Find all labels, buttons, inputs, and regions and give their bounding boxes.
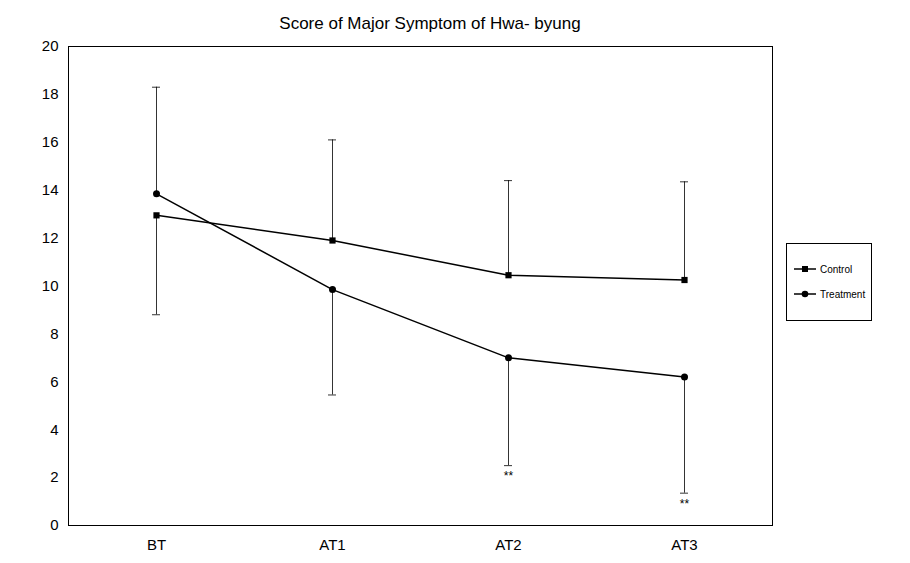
svg-text:16: 16 xyxy=(42,133,59,150)
svg-text:AT3: AT3 xyxy=(671,536,697,553)
svg-text:0: 0 xyxy=(50,516,58,533)
svg-text:BT: BT xyxy=(147,536,166,553)
svg-text:AT2: AT2 xyxy=(495,536,521,553)
svg-text:AT1: AT1 xyxy=(319,536,345,553)
svg-text:**: ** xyxy=(504,469,514,483)
svg-text:20: 20 xyxy=(42,40,59,54)
html-text:Control: Control xyxy=(820,263,853,275)
svg-text:18: 18 xyxy=(42,85,59,102)
svg-text:6: 6 xyxy=(50,373,58,390)
html-text:Score of Major Symptom of Hwa-: Score of Major Symptom of Hwa- byung xyxy=(279,14,581,33)
html-text:Treatment: Treatment xyxy=(820,288,866,300)
svg-text:**: ** xyxy=(680,497,690,511)
svg-text:12: 12 xyxy=(42,229,59,246)
svg-text:14: 14 xyxy=(42,181,59,198)
svg-text:4: 4 xyxy=(50,421,58,438)
svg-text:8: 8 xyxy=(50,325,58,342)
svg-text:10: 10 xyxy=(42,277,59,294)
svg-text:2: 2 xyxy=(50,468,58,485)
